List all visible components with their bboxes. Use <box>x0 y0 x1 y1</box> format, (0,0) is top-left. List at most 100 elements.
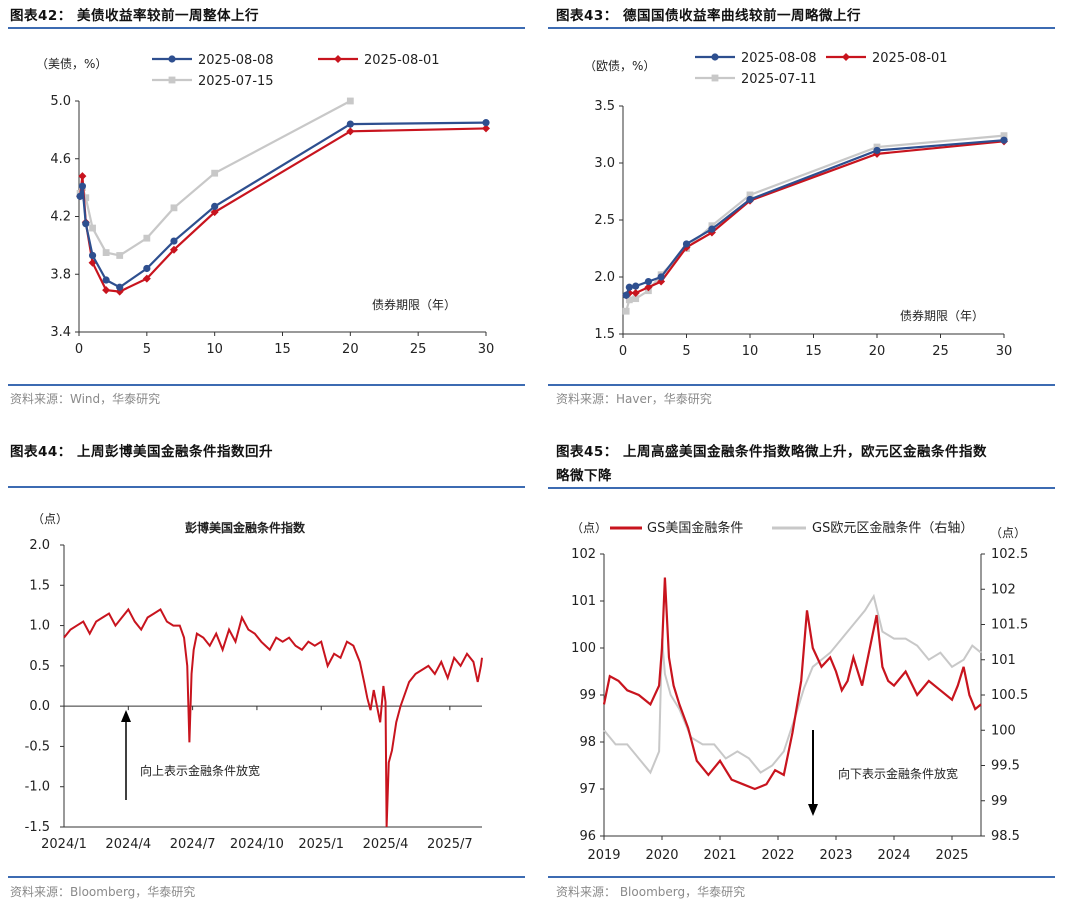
data-point-2025-08-08 <box>682 240 691 248</box>
left-y-tick-label: 97 <box>579 782 596 797</box>
data-point-2025-08-08 <box>143 264 151 273</box>
annotation-text: 向上表示金融条件放宽 <box>140 763 260 778</box>
right-y-tick-label: 98.5 <box>991 829 1020 844</box>
data-point-2025-08-08 <box>76 192 84 200</box>
data-point-2025-08-08 <box>82 220 90 228</box>
data-point-2025-08-08 <box>102 276 110 284</box>
data-point-2025-08-01 <box>644 283 653 292</box>
data-point-2025-08-01 <box>482 124 490 133</box>
left-y-tick-label: 98 <box>579 735 596 750</box>
legend-marker-2025-08-01 <box>334 55 342 63</box>
data-point-2025-08-08 <box>346 120 354 128</box>
right-y-tick-label: 99 <box>991 794 1008 809</box>
x-tick-label: 25 <box>410 342 427 357</box>
data-point-2025-08-08 <box>644 277 653 286</box>
us-yield-curve-chart: 5.0 4.6 4.2 3.8 3.4 0 5 10 15 20 25 30 （美债，%） 债券期限（年）… <box>36 53 494 357</box>
y-tick-label: -0.5 <box>25 739 50 754</box>
panel-title-45-line1: 图表45： 上周高盛美国金融条件指数略微上升，欧元区金融条件指数 <box>556 444 987 460</box>
x-tick-label: 20 <box>869 344 886 359</box>
data-point-2025-07-11 <box>1000 132 1008 140</box>
data-point-2025-08-01 <box>102 286 111 295</box>
right-unit-label: （点） <box>990 526 1026 540</box>
data-point-2025-08-08 <box>625 283 633 291</box>
legend-label-2025-08-08: 2025-08-08 <box>198 53 274 68</box>
left-y-tick-label: 101 <box>571 594 596 609</box>
x-tick-label: 2020 <box>645 848 678 863</box>
panel-title-44: 图表44： 上周彭博美国金融条件指数回升 <box>10 444 273 460</box>
data-point-2025-07-15 <box>170 204 178 212</box>
left-y-tick-label: 99 <box>579 688 596 703</box>
title-rule-44 <box>8 486 525 488</box>
legend-marker-2025-08-01 <box>842 53 850 61</box>
right-y-tick-label: 101.5 <box>991 618 1028 633</box>
data-point-2025-08-01 <box>169 245 178 254</box>
x-tick-label: 2021 <box>703 848 736 863</box>
title-rule-45 <box>548 487 1055 489</box>
right-y-tick-label: 100 <box>991 723 1016 738</box>
y-tick-label: 5.0 <box>50 94 71 109</box>
x-tick-label: 2025/1 <box>298 837 344 852</box>
y-tick-label: -1.0 <box>25 780 50 795</box>
left-y-tick-label: 96 <box>579 829 596 844</box>
legend-marker-2025-07-11 <box>711 74 719 82</box>
x-tick-label: 0 <box>75 342 83 357</box>
right-y-tick-label: 102.5 <box>991 547 1028 562</box>
x-tick-label: 10 <box>206 342 223 357</box>
y-tick-label: 4.2 <box>50 210 71 225</box>
x-axis-label: 债券期限（年） <box>900 308 984 323</box>
unit-label: （欧债，%） <box>584 59 655 73</box>
eurozone-fci-line <box>603 593 982 775</box>
source-note-44: 资料来源：Bloomberg，华泰研究 <box>10 885 196 899</box>
x-tick-label: 15 <box>274 342 291 357</box>
x-tick-label: 20 <box>342 342 359 357</box>
legend-marker-2025-08-08 <box>711 53 719 61</box>
x-tick-label: 5 <box>682 344 690 359</box>
data-point-2025-08-08 <box>708 225 716 233</box>
panel-title-43: 图表43： 德国国债收益率曲线较前一周略微上行 <box>556 8 861 24</box>
y-tick-label: -1.5 <box>25 820 50 835</box>
data-point-2025-08-08 <box>746 195 754 204</box>
arrow-down-head <box>808 804 818 816</box>
data-point-2025-08-08 <box>657 273 665 281</box>
x-tick-label: 2025/4 <box>363 837 409 852</box>
source-rule-43 <box>548 384 1055 386</box>
data-point-2025-08-08 <box>873 146 881 155</box>
legend-label-2025-07-15: 2025-07-15 <box>198 74 274 89</box>
legend-label-2025-08-08: 2025-08-08 <box>741 51 817 66</box>
data-point-2025-08-08 <box>116 283 124 291</box>
source-rule-44 <box>8 876 525 878</box>
legend-label-eurozone: GS欧元区金融条件（右轴） <box>812 520 973 536</box>
source-rule-45 <box>548 876 1055 878</box>
us-fci-line <box>602 577 982 791</box>
data-point-2025-07-15 <box>82 194 90 202</box>
y-tick-label: 1.5 <box>29 578 50 593</box>
annotation-text: 向下表示金融条件放宽 <box>838 766 958 781</box>
panel-title-42: 图表42： 美债收益率较前一周整体上行 <box>10 8 259 24</box>
left-y-tick-label: 102 <box>571 547 596 562</box>
data-point-2025-08-01 <box>78 172 87 181</box>
x-tick-label: 2024/7 <box>170 837 216 852</box>
data-point-2025-07-15 <box>102 249 110 256</box>
source-note-43: 资料来源：Haver，华泰研究 <box>556 392 712 406</box>
x-tick-label: 0 <box>619 344 627 359</box>
x-tick-label: 2024 <box>877 848 910 863</box>
y-tick-label: 3.4 <box>50 325 71 340</box>
x-tick-label: 25 <box>932 344 949 359</box>
data-point-2025-07-15 <box>211 169 219 177</box>
x-tick-label: 2024/4 <box>105 837 151 852</box>
y-tick-label: 2.0 <box>594 270 615 285</box>
data-point-2025-07-15 <box>346 97 354 105</box>
x-tick-label: 2022 <box>761 848 794 863</box>
data-point-2025-07-11 <box>625 296 633 304</box>
unit-label: （美债，%） <box>36 57 107 71</box>
x-tick-label: 2025/7 <box>427 837 473 852</box>
data-point-2025-08-08 <box>211 202 219 210</box>
x-tick-label: 2024/1 <box>41 837 87 852</box>
x-tick-label: 30 <box>996 344 1013 359</box>
y-tick-label: 2.5 <box>594 213 615 228</box>
unit-label: （点） <box>32 512 68 526</box>
x-tick-label: 2025 <box>935 848 968 863</box>
title-rule-42 <box>8 27 525 29</box>
de-yield-curve-chart: 3.5 3.0 2.5 2.0 1.5 0 5 10 15 20 25 30 （欧债，%） 债券期限（年）… <box>584 51 1013 359</box>
chart-title: 彭博美国金融条件指数 <box>185 520 306 535</box>
